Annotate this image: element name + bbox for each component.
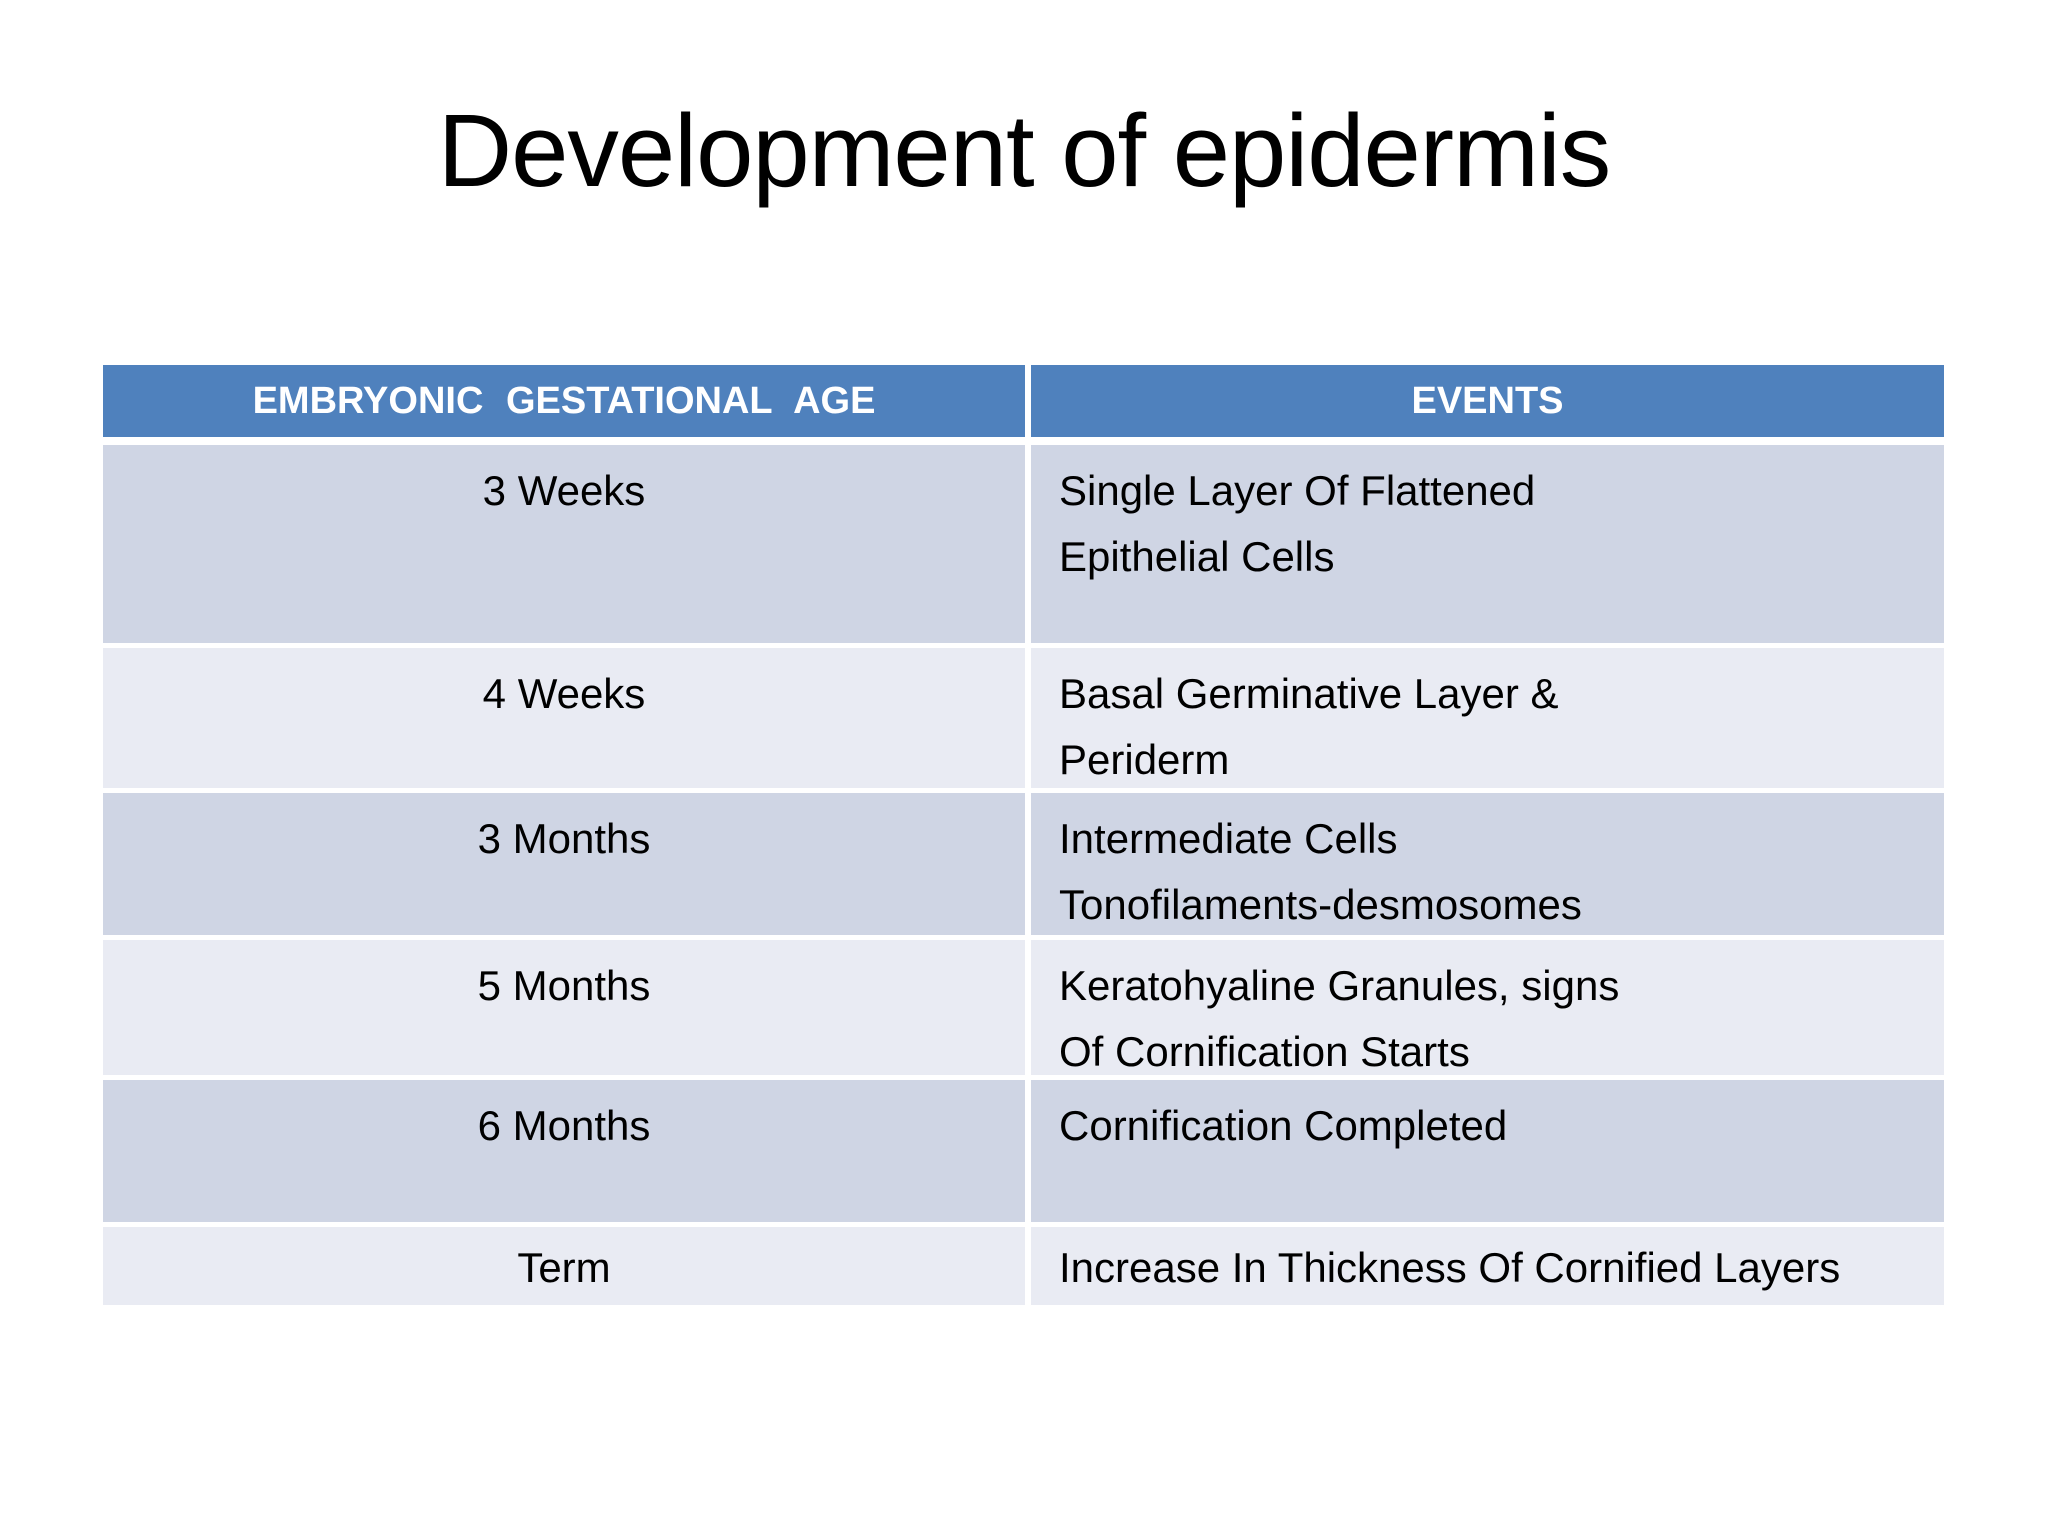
age-cell: 5 Months [103,940,1025,1075]
event-line: Of Cornification Starts [1059,1028,1470,1075]
age-cell: Term [103,1227,1025,1305]
event-line: Keratohyaline Granules, signs [1059,962,1620,1009]
event-line: Periderm [1059,736,1230,783]
event-cell: Keratohyaline Granules, signs Of Cornifi… [1031,940,1944,1075]
event-line: Cornification Completed [1059,1102,1508,1149]
table-row-term: Term Increase In Thickness Of Cornified … [103,1227,1944,1305]
age-cell: 4 Weeks [103,648,1025,788]
event-cell: Intermediate Cells Tonofilaments-desmoso… [1031,793,1944,935]
slide-title: Development of epidermis [437,93,1612,208]
table-row-4-weeks: 4 Weeks Basal Germinative Layer & Peride… [103,648,1944,788]
event-line: Tonofilaments-desmosomes [1059,881,1582,928]
age-cell: 6 Months [103,1080,1025,1222]
table-row-5-months: 5 Months Keratohyaline Granules, signs O… [103,940,1944,1075]
table-row-3-months: 3 Months Intermediate Cells Tonofilament… [103,793,1944,935]
age-cell: 3 Weeks [103,445,1025,643]
header-events: EVENTS [1031,365,1944,437]
event-line: Increase In Thickness Of Cornified Layer… [1059,1244,1841,1291]
epidermis-development-table: EMBRYONIC GESTATIONAL AGE EVENTS 3 Weeks… [103,365,1944,1310]
event-cell: Cornification Completed [1031,1080,1944,1222]
table-row-6-months: 6 Months Cornification Completed [103,1080,1944,1222]
event-line: Single Layer Of Flattened [1059,467,1536,514]
event-line: Intermediate Cells [1059,815,1398,862]
table-row-3-weeks: 3 Weeks Single Layer Of Flattened Epithe… [103,445,1944,643]
event-line: Basal Germinative Layer & [1059,670,1559,717]
event-cell: Single Layer Of Flattened Epithelial Cel… [1031,445,1944,643]
age-cell: 3 Months [103,793,1025,935]
header-gestational-age: EMBRYONIC GESTATIONAL AGE [103,365,1025,437]
event-cell: Basal Germinative Layer & Periderm [1031,648,1944,788]
event-line: Epithelial Cells [1059,533,1335,580]
table-header-row: EMBRYONIC GESTATIONAL AGE EVENTS [103,365,1944,437]
event-cell: Increase In Thickness Of Cornified Layer… [1031,1227,1944,1305]
